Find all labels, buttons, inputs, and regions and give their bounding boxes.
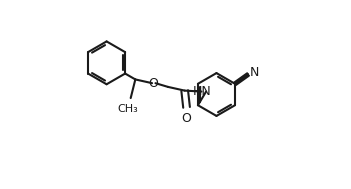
Text: HN: HN: [193, 85, 212, 98]
Text: N: N: [250, 66, 259, 79]
Text: CH₃: CH₃: [118, 104, 138, 114]
Text: O: O: [181, 112, 192, 125]
Text: O: O: [148, 77, 158, 90]
